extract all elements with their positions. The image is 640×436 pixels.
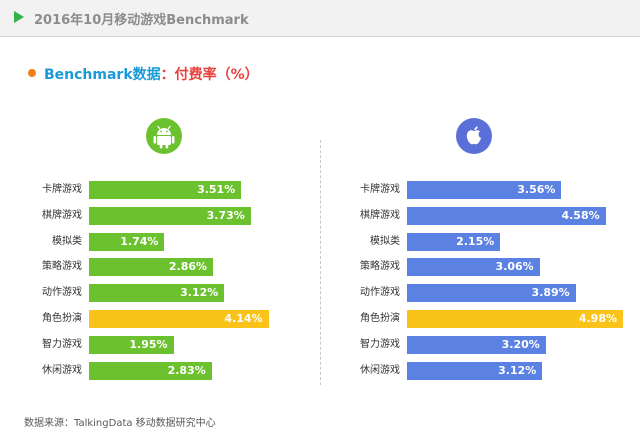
value-label: 3.20% (501, 337, 540, 351)
value-label: 3.12% (498, 363, 537, 377)
bar (407, 181, 562, 199)
value-label: 2.15% (456, 234, 495, 248)
bar (407, 284, 576, 303)
category-label: 休闲游戏 (360, 364, 400, 376)
page-title: 2016年10月移动游戏Benchmark (34, 13, 249, 28)
apple-icon (456, 118, 492, 154)
category-label: 角色扮演 (360, 313, 400, 324)
bar (407, 361, 543, 380)
bar (407, 206, 606, 225)
category-label: 模拟类 (370, 235, 400, 247)
category-label: 动作游戏 (360, 287, 400, 299)
value-label: 2.86% (168, 260, 208, 274)
category-label: 休闲游戏 (42, 364, 82, 376)
bar (89, 361, 212, 380)
value-label: 3.73% (206, 208, 245, 222)
subtitle-main: Benchmark数据 (44, 67, 161, 83)
bar (407, 258, 540, 277)
bar (89, 232, 165, 251)
category-label: 智力游戏 (42, 338, 82, 350)
value-label: 4.98% (578, 312, 617, 325)
bar (89, 258, 214, 277)
value-label: 1.95% (129, 337, 168, 351)
bar (407, 232, 501, 251)
title-bar: 2016年10月移动游戏Benchmark (0, 0, 640, 37)
value-label: 3.51% (197, 183, 236, 196)
category-label: 模拟类 (52, 235, 82, 247)
bar (89, 206, 251, 225)
category-label: 智力游戏 (360, 338, 400, 350)
category-label: 策略游戏 (42, 261, 82, 273)
value-label: 3.56% (517, 183, 556, 196)
source-note: 数据来源：TalkingData 移动数据研究中心 (24, 418, 216, 429)
category-label: 棋牌游戏 (360, 209, 400, 221)
panel-divider (320, 140, 321, 385)
category-label: 策略游戏 (360, 261, 400, 273)
value-label: 1.74% (120, 234, 159, 248)
play-arrow-icon (14, 11, 24, 23)
bullet-dot-icon (28, 69, 36, 77)
value-label: 4.14% (224, 312, 263, 325)
value-label: 3.06% (495, 260, 534, 274)
category-label: 卡牌游戏 (42, 184, 82, 195)
value-label: 2.83% (167, 363, 206, 377)
bar (407, 335, 546, 354)
category-label: 角色扮演 (42, 313, 82, 324)
bar (89, 284, 225, 303)
bar (407, 310, 623, 328)
bar (89, 310, 269, 328)
bar (89, 181, 242, 199)
category-label: 棋牌游戏 (42, 209, 82, 221)
chart-subtitle: Benchmark数据：付费率（%） (28, 64, 259, 84)
value-label: 3.12% (180, 286, 219, 300)
android-icon (146, 118, 182, 154)
subtitle-metric: ：付费率（%） (160, 67, 259, 83)
value-label: 4.58% (561, 208, 600, 222)
bar (89, 335, 174, 354)
category-label: 卡牌游戏 (360, 184, 400, 195)
category-label: 动作游戏 (42, 287, 82, 299)
value-label: 3.89% (531, 286, 570, 300)
